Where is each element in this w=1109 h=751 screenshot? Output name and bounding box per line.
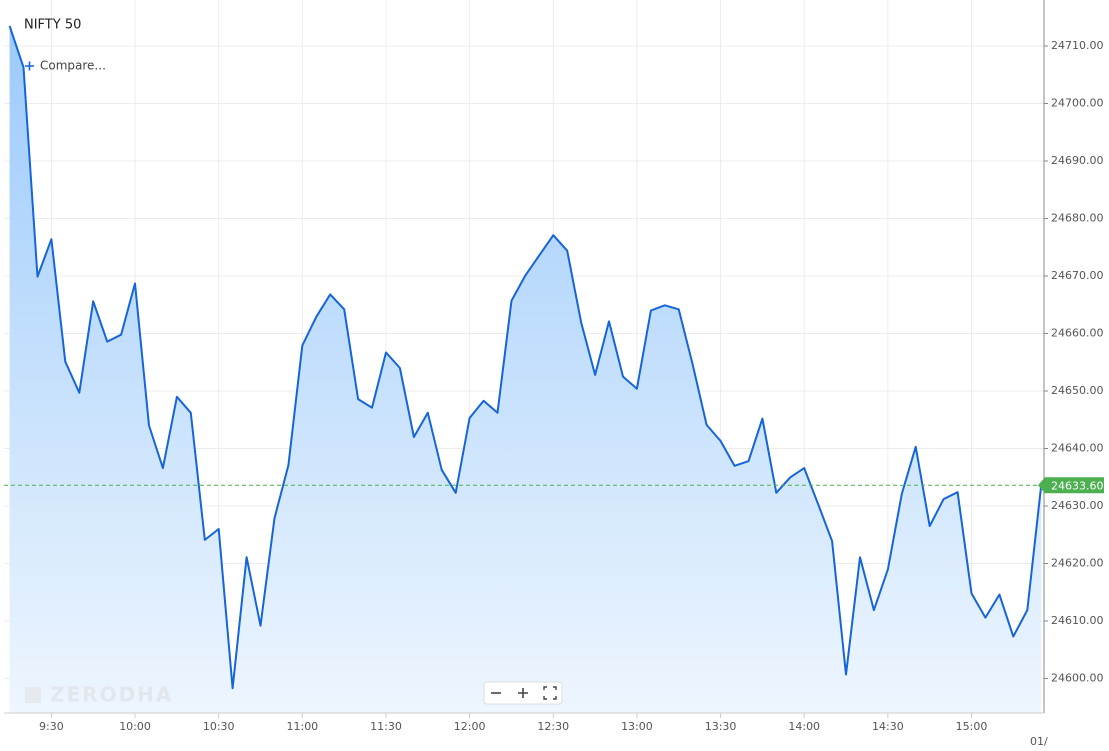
x-tick-label: 13:30 [705,720,737,733]
watermark-text: ZERODHA [50,683,173,707]
compare-label[interactable]: Compare... [40,59,106,73]
watermark: ZERODHA [25,683,173,707]
zoom-in[interactable] [518,688,528,698]
y-tick-label: 24710.00 [1051,39,1104,52]
x-tick-label: 13:00 [621,720,653,733]
x-tick-label: 12:30 [537,720,569,733]
y-tick-label: 24690.00 [1051,154,1104,167]
zoom-controls [483,681,563,705]
plus-icon [25,61,34,71]
price-line [8,25,1043,690]
x-tick-label: 10:00 [119,720,151,733]
y-tick-label: 24700.00 [1051,97,1104,110]
x-tick-label: 11:00 [286,720,318,733]
area-fill [9,25,1042,713]
y-tick-label: 24640.00 [1051,442,1104,455]
fullscreen[interactable] [543,686,557,700]
x-tick-label: 11:30 [370,720,402,733]
x-tick-label: 9:30 [39,720,64,733]
x-tick-label: 14:30 [872,720,904,733]
x-tick-label: 10:30 [203,720,235,733]
plot [8,25,1043,713]
y-tick-label: 24630.00 [1051,499,1104,512]
y-tick-label: 24610.00 [1051,614,1104,627]
compare-button[interactable]: Compare... [25,59,106,73]
y-tick-label: 24600.00 [1051,672,1104,685]
y-tick-label: 24670.00 [1051,269,1104,282]
y-tick-label: 24680.00 [1051,212,1104,225]
date-label: 01/ [1030,735,1048,748]
last-price-badge [1038,477,1104,494]
y-tick-label: 24650.00 [1051,384,1104,397]
y-tick-label: 24620.00 [1051,557,1104,570]
last-price-label: 24633.60 [1051,479,1104,492]
x-tick-label: 12:00 [454,720,486,733]
watermark-logo [25,687,41,703]
y-tick-label: 24660.00 [1051,327,1104,340]
chart-title: NIFTY 50 [24,18,81,33]
x-tick-label: 14:00 [788,720,820,733]
x-tick-label: 15:00 [956,720,988,733]
